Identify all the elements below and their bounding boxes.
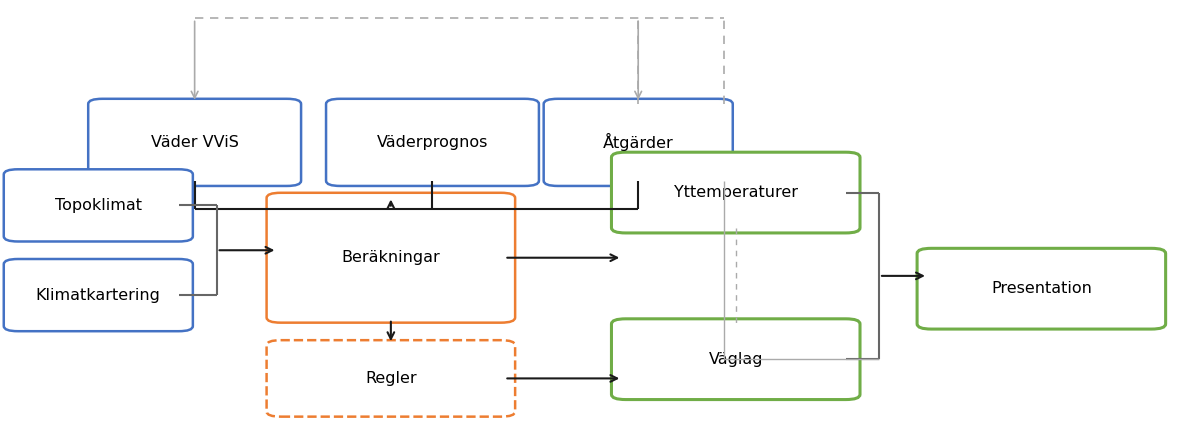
FancyBboxPatch shape xyxy=(267,193,515,322)
Text: Presentation: Presentation xyxy=(991,281,1092,296)
FancyBboxPatch shape xyxy=(327,99,539,186)
Text: Väglag: Väglag xyxy=(708,352,763,367)
Text: Åtgärder: Åtgärder xyxy=(603,133,673,151)
Text: Yttemperaturer: Yttemperaturer xyxy=(673,185,797,200)
FancyBboxPatch shape xyxy=(917,248,1166,329)
Text: Beräkningar: Beräkningar xyxy=(341,250,440,265)
Text: Väderprognos: Väderprognos xyxy=(377,135,489,150)
Text: Topoklimat: Topoklimat xyxy=(55,198,142,213)
FancyBboxPatch shape xyxy=(611,319,859,399)
FancyBboxPatch shape xyxy=(611,152,859,233)
Text: Regler: Regler xyxy=(365,371,417,386)
FancyBboxPatch shape xyxy=(88,99,302,186)
FancyBboxPatch shape xyxy=(267,340,515,417)
Text: Klimatkartering: Klimatkartering xyxy=(36,288,161,303)
FancyBboxPatch shape xyxy=(4,169,193,242)
FancyBboxPatch shape xyxy=(544,99,733,186)
FancyBboxPatch shape xyxy=(4,259,193,331)
Text: Väder VViS: Väder VViS xyxy=(150,135,238,150)
